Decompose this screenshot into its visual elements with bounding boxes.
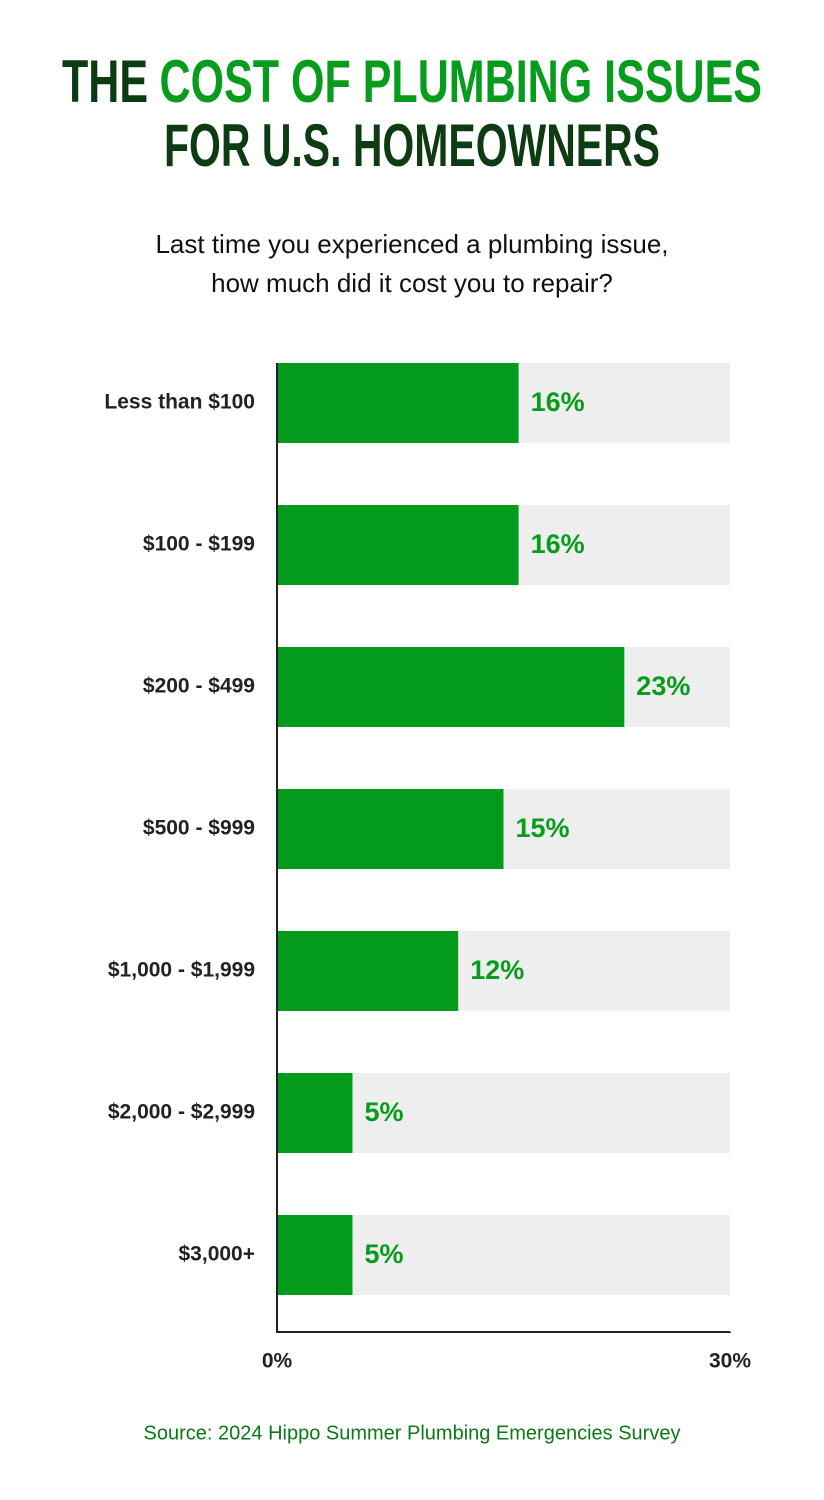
bar: [277, 1073, 353, 1153]
bar: [277, 931, 459, 1011]
source: Source: 2024 Hippo Summer Plumbing Emerg…: [144, 1422, 681, 1444]
category-label: $500 - $999: [143, 817, 255, 840]
value-label: 5%: [365, 1239, 404, 1269]
category-label: $3,000+: [179, 1243, 256, 1266]
value-label: 16%: [531, 529, 585, 559]
bar: [277, 789, 504, 869]
chart-title: THECOST OF PLUMBING ISSUES: [62, 48, 762, 115]
x-tick-label: 0%: [262, 1350, 293, 1373]
value-label: 12%: [470, 955, 524, 985]
category-label: Less than $100: [104, 391, 255, 414]
chart-title-line2: FOR U.S. HOMEOWNERS: [164, 112, 660, 179]
subtitle: how much did it cost you to repair?: [211, 268, 613, 298]
bar: [277, 1215, 353, 1295]
value-label: 16%: [531, 387, 585, 417]
value-label: 15%: [516, 813, 570, 843]
value-label: 5%: [365, 1097, 404, 1127]
subtitle: Last time you experienced a plumbing iss…: [155, 229, 668, 259]
x-tick-label: 30%: [709, 1350, 751, 1373]
category-label: $200 - $499: [143, 675, 255, 698]
category-label: $100 - $199: [143, 533, 255, 556]
title-highlight: COST OF PLUMBING ISSUES: [160, 48, 762, 115]
category-label: $2,000 - $2,999: [108, 1101, 255, 1124]
title-lead: THE: [62, 48, 148, 115]
value-label: 23%: [636, 671, 690, 701]
bar: [277, 363, 519, 443]
bar: [277, 505, 519, 585]
category-label: $1,000 - $1,999: [108, 959, 255, 982]
bar: [277, 647, 625, 727]
